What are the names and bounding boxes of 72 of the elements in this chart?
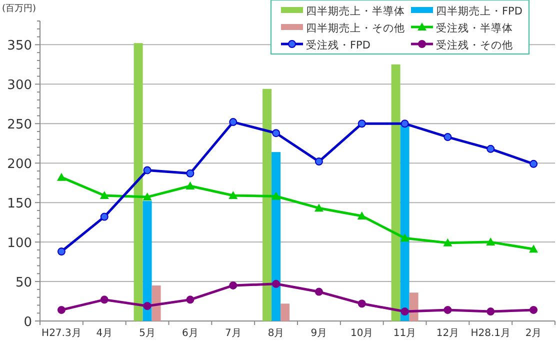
point xyxy=(486,144,495,153)
point xyxy=(530,306,538,314)
y-axis-title: (百万円) xyxy=(2,4,36,14)
bar xyxy=(391,64,400,321)
legend-label: 受注残・半導体 xyxy=(436,22,513,34)
point xyxy=(57,306,66,314)
x-tick-label: 10月 xyxy=(350,328,374,339)
point xyxy=(314,204,324,212)
y-tick-label: 200 xyxy=(7,157,32,172)
y-tick-label: 300 xyxy=(7,78,32,94)
point xyxy=(100,296,108,304)
bar xyxy=(134,43,143,321)
point xyxy=(142,192,152,201)
bar xyxy=(152,285,161,321)
x-tick-label: 6月 xyxy=(182,328,198,339)
point xyxy=(100,212,108,221)
point xyxy=(186,169,194,178)
point xyxy=(143,302,152,310)
point xyxy=(529,244,538,253)
legend-label: 受注残・FPD xyxy=(306,38,370,52)
bar xyxy=(400,124,410,321)
point xyxy=(314,288,323,296)
legend-label: 受注残・その他 xyxy=(436,38,513,52)
legend-label: 四半期売上・半導体 xyxy=(306,4,405,18)
y-tick-label: 100 xyxy=(7,236,32,252)
point xyxy=(186,296,194,304)
point xyxy=(358,120,366,128)
y-tick-label: 250 xyxy=(7,118,32,133)
point xyxy=(228,190,238,199)
point xyxy=(530,160,538,168)
point xyxy=(400,308,409,316)
bar xyxy=(142,201,152,321)
point xyxy=(272,129,280,138)
x-tick-label: 12月 xyxy=(436,328,460,339)
legend-label: 四半期売上・FPD xyxy=(436,4,522,18)
point xyxy=(486,308,495,316)
point xyxy=(444,306,452,314)
point xyxy=(229,281,238,290)
x-tick-label: 5月 xyxy=(139,328,156,339)
bar xyxy=(262,88,272,321)
y-tick-label: 150 xyxy=(7,196,32,212)
point xyxy=(358,300,366,308)
bar xyxy=(280,304,290,321)
point xyxy=(272,192,281,200)
point xyxy=(57,248,66,256)
point xyxy=(443,238,452,246)
point xyxy=(272,280,280,288)
y-tick-label: 350 xyxy=(7,38,32,54)
point xyxy=(400,234,410,242)
point xyxy=(229,118,238,126)
x-tick-label: H27.3月 xyxy=(42,328,82,339)
point xyxy=(100,190,109,199)
point xyxy=(400,120,409,128)
x-tick-label: 9月 xyxy=(310,328,328,339)
point xyxy=(357,212,366,220)
y-tick-label: 50 xyxy=(15,276,32,291)
bar xyxy=(409,292,418,321)
x-tick-label: 8月 xyxy=(268,328,284,339)
point xyxy=(314,158,323,166)
x-tick-label: 4月 xyxy=(96,328,113,339)
point xyxy=(143,166,152,174)
x-tick-label: 11月 xyxy=(393,328,416,339)
bar xyxy=(272,152,281,321)
x-tick-label: H28.1月 xyxy=(470,328,511,339)
y-tick-label: 0 xyxy=(24,315,32,330)
point xyxy=(444,133,452,142)
legend-label: 四半期売上・その他 xyxy=(306,22,405,34)
point xyxy=(56,172,66,181)
x-tick-label: 2月 xyxy=(525,328,542,339)
x-tick-label: 7月 xyxy=(224,328,242,339)
point xyxy=(186,182,195,190)
point xyxy=(486,238,496,246)
